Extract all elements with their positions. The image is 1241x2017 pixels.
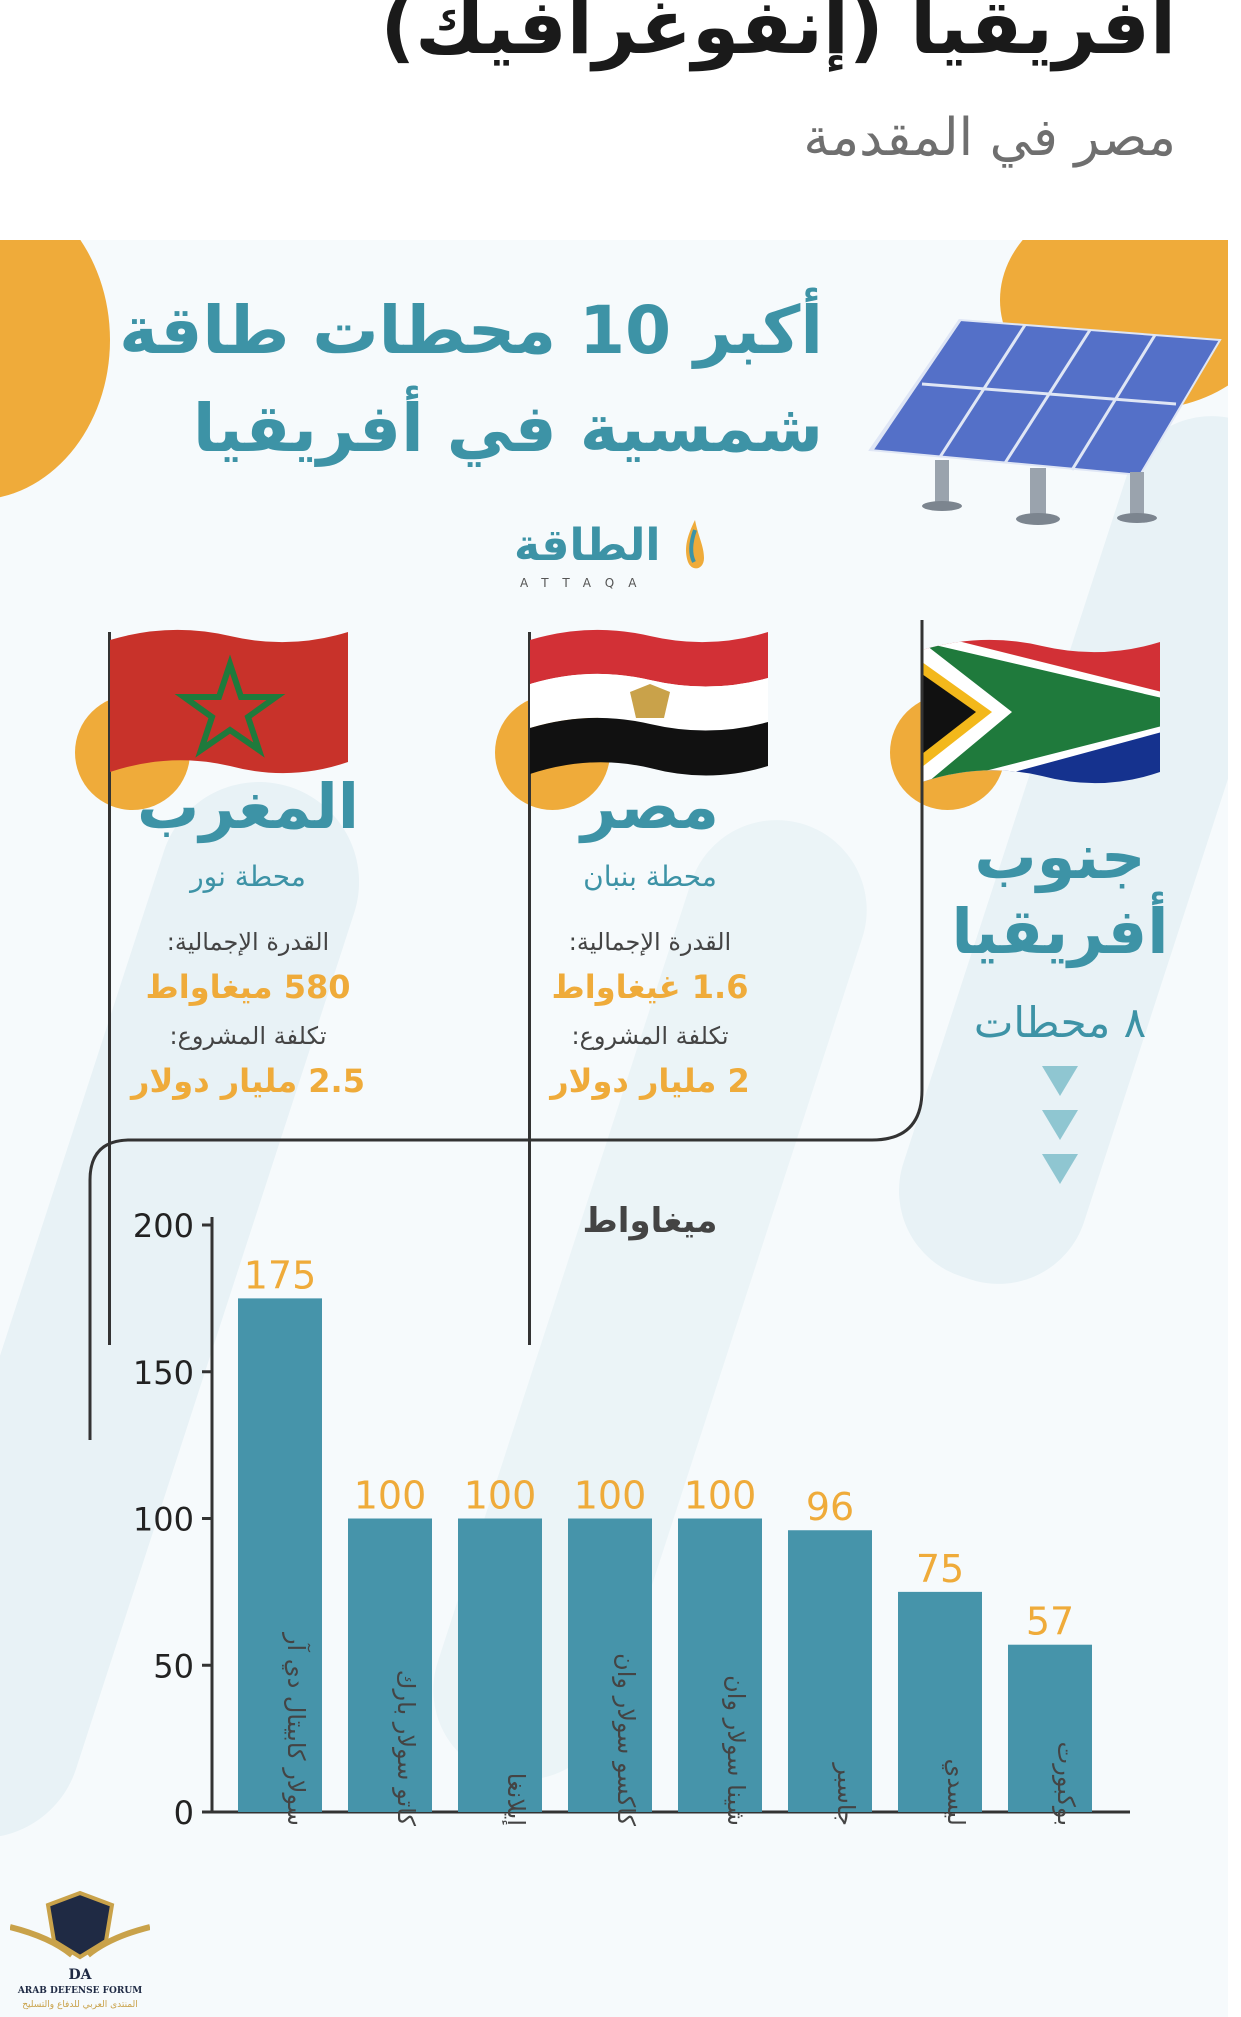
- infographic-title-line2: شمسية في أفريقيا: [192, 390, 823, 467]
- bar: [1008, 1644, 1092, 1812]
- x-category-label: بوكبورت: [1052, 1742, 1080, 1826]
- forum-logo-text: ARAB DEFENSE FORUM: [17, 1986, 142, 1996]
- x-category-label: شينا سولار وان: [722, 1675, 750, 1826]
- bar-value-label: 100: [684, 1474, 757, 1518]
- cost-value: 2.5 مليار دولار: [131, 1062, 365, 1100]
- flag-pole: [528, 632, 531, 1345]
- bar-value-label: 100: [354, 1474, 427, 1518]
- bar-value-label: 100: [464, 1474, 537, 1518]
- solar-panel-illustration: [868, 318, 1222, 525]
- station-name-egypt: محطة بنبان: [583, 860, 717, 893]
- cost-label: تكلفة المشروع:: [571, 1022, 729, 1050]
- attaqa-logo: الطاقة: [514, 520, 661, 571]
- connector-line: [88, 620, 924, 1440]
- drop-icon: [686, 520, 704, 569]
- bar: [678, 1518, 762, 1812]
- bar: [238, 1298, 322, 1812]
- country-name-south-africa-line1: جنوب: [974, 820, 1146, 893]
- bar: [458, 1518, 542, 1812]
- x-category-label: ليسدي: [942, 1759, 970, 1826]
- stations-count: ٨ محطات: [973, 998, 1147, 1047]
- bar: [898, 1591, 982, 1812]
- x-category-label: كاتو سولار بارك: [392, 1670, 420, 1827]
- bar-value-label: 175: [244, 1253, 317, 1297]
- bars: 175 سولار كابيتال دي آر 100 كاتو سولار بارك…: [238, 1253, 1092, 1827]
- bar-value-label: 96: [806, 1485, 854, 1529]
- x-category-label: سولار كابيتال دي آر: [282, 1632, 311, 1826]
- bar-value-label: 75: [916, 1547, 964, 1591]
- capacity-value: 580 ميغاواط: [145, 968, 351, 1006]
- egypt-flag-icon: [530, 629, 768, 776]
- capacity-label: القدرة الإجمالية:: [568, 928, 732, 956]
- cost-label: تكلفة المشروع:: [169, 1022, 327, 1050]
- flag-pole: [108, 632, 111, 1345]
- country-name-morocco: المغرب: [137, 770, 359, 843]
- chart-unit-label: ميغاواط: [583, 1201, 718, 1241]
- page-subtitle: مصر في المقدمة: [803, 108, 1176, 168]
- y-tick-label: 50: [153, 1647, 194, 1685]
- station-name-morocco: محطة نور: [190, 860, 306, 893]
- y-tick-label: 0: [174, 1794, 194, 1832]
- forum-logo-mark: DA: [68, 1967, 92, 1983]
- forum-logo-text-ar: المنتدى العربي للدفاع والتسليح: [22, 2000, 137, 2010]
- y-tick-label: 100: [133, 1501, 194, 1539]
- down-arrows-icon: [1042, 1066, 1078, 1184]
- capacity-value: 1.6 غيغاواط: [551, 968, 749, 1006]
- y-tick-label: 150: [133, 1354, 194, 1392]
- page-title: أفريقيا (إنفوغرافيك): [380, 0, 1176, 71]
- cost-value: 2 مليار دولار: [550, 1062, 750, 1100]
- country-name-south-africa-line2: أفريقيا: [951, 895, 1169, 968]
- y-axis: 0 50 100 150 200: [133, 1207, 1130, 1832]
- bar-value-label: 100: [574, 1474, 647, 1518]
- bar-value-label: 57: [1026, 1600, 1074, 1644]
- forum-logo: DA ARAB DEFENSE FORUM المنتدى العربي للد…: [10, 1890, 150, 2010]
- x-category-label: جاسبر: [832, 1762, 860, 1826]
- bar-chart: 0 50 100 150 200 175 سولار كابيتال دي آر 100 كا…: [133, 1201, 1130, 1832]
- morocco-flag-icon: [110, 629, 348, 774]
- south-africa-flag-icon: [922, 639, 1160, 784]
- x-category-label: كاكسو سولار وان: [612, 1653, 640, 1826]
- country-name-egypt: مصر: [580, 770, 720, 843]
- y-tick-label: 200: [133, 1207, 194, 1245]
- decorative-circle: [0, 240, 110, 500]
- bar: [788, 1530, 872, 1812]
- capacity-label: القدرة الإجمالية:: [166, 928, 330, 956]
- infographic-title-line1: أكبر 10 محطات طاقة: [119, 292, 823, 369]
- bar: [348, 1518, 432, 1812]
- x-category-label: إيلانغا: [501, 1773, 530, 1826]
- attaqa-logo-latin: ATTAQA: [520, 576, 651, 590]
- bar: [568, 1518, 652, 1812]
